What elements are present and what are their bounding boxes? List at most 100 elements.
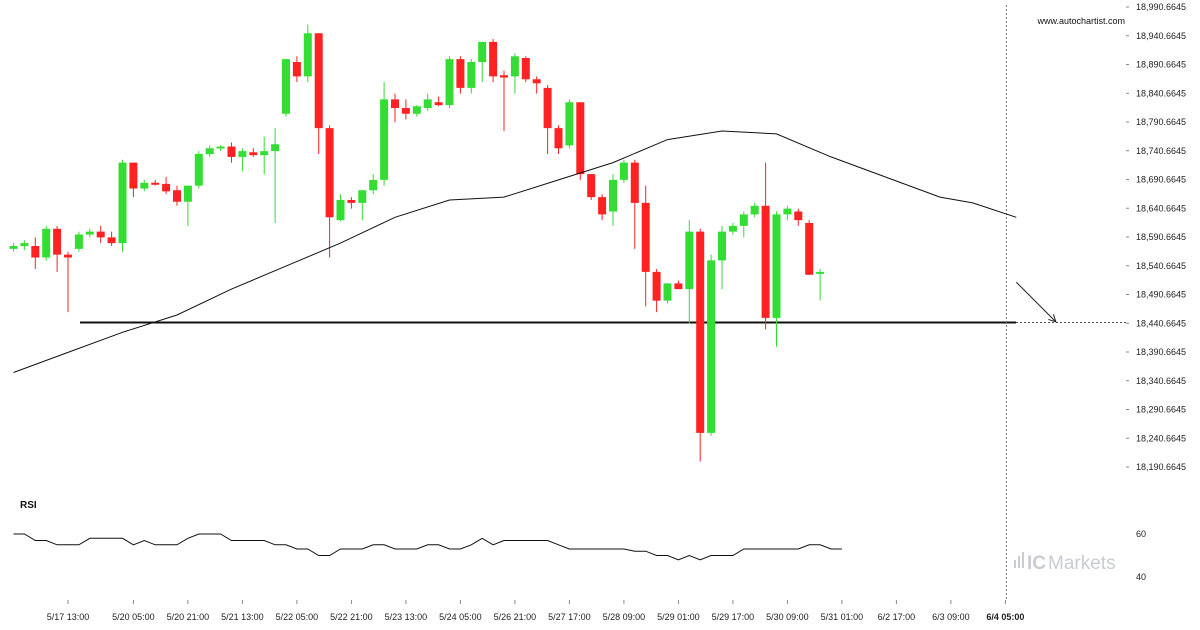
candle-body	[783, 208, 792, 215]
candle-body	[216, 146, 225, 149]
candle-body	[478, 41, 487, 63]
candle-body	[249, 152, 258, 156]
candles	[9, 5, 1007, 600]
candle-body	[598, 197, 607, 215]
price-tick-label: 18,540.6645	[1136, 261, 1186, 271]
candle-body	[260, 151, 269, 156]
price-axis-ticks: 18,990.6645 18,940.6645 18,890.6645 18,840.…	[1126, 2, 1186, 472]
candle-body	[794, 211, 803, 221]
candle-body	[652, 271, 661, 301]
candle-body	[739, 214, 748, 226]
time-tick-label: 5/17 13:00	[47, 612, 90, 622]
candle-body	[282, 59, 290, 114]
price-tick-label: 18,840.6645	[1136, 88, 1186, 98]
candle-body	[718, 231, 726, 261]
price-tick-label: 18,590.6645	[1136, 232, 1186, 242]
rsi-panel: 60 40	[13, 529, 1146, 582]
candle-body	[510, 56, 519, 77]
candle-body	[685, 231, 694, 290]
price-tick-label: 18,690.6645	[1136, 175, 1186, 185]
brand-mark	[1022, 552, 1024, 568]
time-tick-label: 5/29 17:00	[712, 612, 755, 622]
candle-body	[314, 33, 323, 129]
candle-body	[85, 231, 94, 235]
candle-body	[227, 146, 236, 157]
candle-body	[74, 234, 83, 249]
candle-body	[456, 59, 465, 88]
time-tick-label: 5/29 01:00	[657, 612, 700, 622]
candle-body	[532, 79, 541, 84]
candle-body	[609, 179, 617, 212]
candle-body	[674, 283, 683, 290]
time-tick-label: 5/21 13:00	[221, 612, 264, 622]
candle-body	[412, 106, 421, 114]
candle-body	[107, 237, 116, 244]
candle-body	[521, 57, 530, 80]
candle-body	[140, 182, 149, 189]
candle-body	[96, 231, 105, 238]
candle-body	[173, 190, 181, 202]
price-tick-label: 18,990.6645	[1136, 2, 1186, 12]
candle-body	[183, 185, 192, 202]
candle-body	[325, 128, 334, 218]
moving-average	[13, 130, 1017, 373]
candle-body	[750, 205, 759, 215]
candle-body	[663, 283, 672, 301]
candle-body	[205, 148, 214, 155]
candle-body	[380, 99, 389, 180]
time-tick-label: 5/24 05:00	[439, 612, 482, 622]
candle-body	[619, 162, 628, 180]
candle-body	[358, 190, 367, 203]
price-tick-label: 18,940.6645	[1136, 31, 1186, 41]
candle-body	[129, 162, 138, 189]
candle-body	[434, 102, 443, 106]
time-tick-label: 5/23 13:00	[385, 612, 428, 622]
candle-body	[805, 223, 814, 275]
candle-body	[445, 59, 454, 106]
time-tick-label: 6/4 05:00	[986, 612, 1024, 622]
moving-average-line	[13, 130, 1017, 373]
candle-body	[707, 260, 716, 433]
time-tick-label: 5/31 01:00	[821, 612, 864, 622]
candle-body	[554, 128, 563, 149]
candle-body	[728, 225, 737, 232]
candle-body	[64, 254, 72, 258]
time-tick-label: 5/22 05:00	[276, 612, 319, 622]
candle-body	[467, 62, 476, 88]
source-watermark: www.autochartist.com	[1036, 16, 1125, 26]
time-tick-label: 5/27 17:00	[548, 612, 591, 622]
price-tick-label: 18,890.6645	[1136, 60, 1186, 70]
candle-body	[423, 99, 432, 109]
forecast-line	[1015, 281, 1057, 323]
time-tick-label: 6/3 09:00	[932, 612, 970, 622]
candle-body	[42, 228, 51, 258]
time-tick-label: 5/28 09:00	[603, 612, 646, 622]
time-axis: 5/17 13:00 5/20 05:00 5/20 21:00 5/21 13:00…	[47, 600, 1024, 622]
price-tick-label: 18,490.6645	[1136, 290, 1186, 300]
rsi-tick-label: 40	[1136, 572, 1146, 582]
price-tick-label: 18,390.6645	[1136, 347, 1186, 357]
price-tick-label: 18,440.6645	[1136, 318, 1186, 328]
time-tick-label: 5/20 21:00	[167, 612, 210, 622]
candle-body	[238, 151, 247, 157]
brand-ic: IC	[1027, 553, 1046, 574]
candle-body	[369, 179, 378, 191]
candle-body	[347, 200, 356, 203]
time-tick-label: 5/20 05:00	[112, 612, 155, 622]
forecast-arrowhead	[1048, 314, 1057, 323]
candle-body	[292, 62, 301, 77]
price-tick-label: 18,340.6645	[1136, 376, 1186, 386]
price-tick-label: 18,790.6645	[1136, 117, 1186, 127]
brand-logo: IC Markets	[1014, 552, 1116, 574]
candle-body	[565, 102, 574, 146]
brand-markets: Markets	[1048, 553, 1116, 574]
time-tick-label: 5/22 21:00	[330, 612, 373, 622]
time-tick-label: 5/26 21:00	[494, 612, 537, 622]
candle-body	[489, 41, 498, 77]
candle-body	[587, 174, 596, 198]
price-tick-label: 18,290.6645	[1136, 405, 1186, 415]
price-tick-label: 18,240.6645	[1136, 433, 1186, 443]
rsi-tick-label: 60	[1136, 529, 1146, 539]
candle-body	[271, 144, 280, 152]
